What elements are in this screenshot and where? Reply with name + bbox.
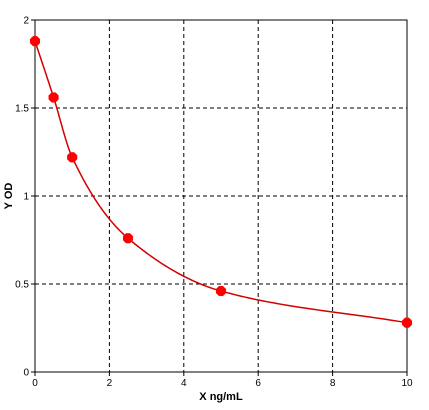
fitted-curve [34, 40, 408, 324]
data-point [401, 317, 413, 328]
data-point [122, 233, 134, 244]
x-axis-title: X ng/mL [199, 391, 243, 403]
y-tick-label: 0 [23, 368, 29, 379]
grid-layer [35, 20, 407, 372]
data-point [29, 36, 41, 47]
x-tick-label: 10 [401, 378, 413, 389]
tick-layer: 0 2 4 6 8 10 0 0.5 1 1.5 2 [15, 16, 413, 390]
y-tick-label: 1.5 [15, 104, 29, 115]
y-axis-title: Y OD [3, 183, 15, 210]
data-point [48, 92, 59, 103]
curve-layer [34, 40, 408, 324]
x-tick-label: 0 [32, 378, 38, 389]
x-tick-label: 6 [255, 378, 261, 389]
y-tick-label: 1 [23, 192, 29, 203]
data-point [215, 285, 227, 297]
x-tick-label: 4 [181, 378, 187, 389]
x-tick-label: 8 [330, 378, 336, 389]
point-layer [29, 36, 413, 328]
y-tick-label: 0.5 [15, 280, 29, 291]
data-point [67, 152, 78, 163]
x-tick-label: 2 [107, 378, 113, 389]
y-tick-label: 2 [23, 16, 29, 27]
